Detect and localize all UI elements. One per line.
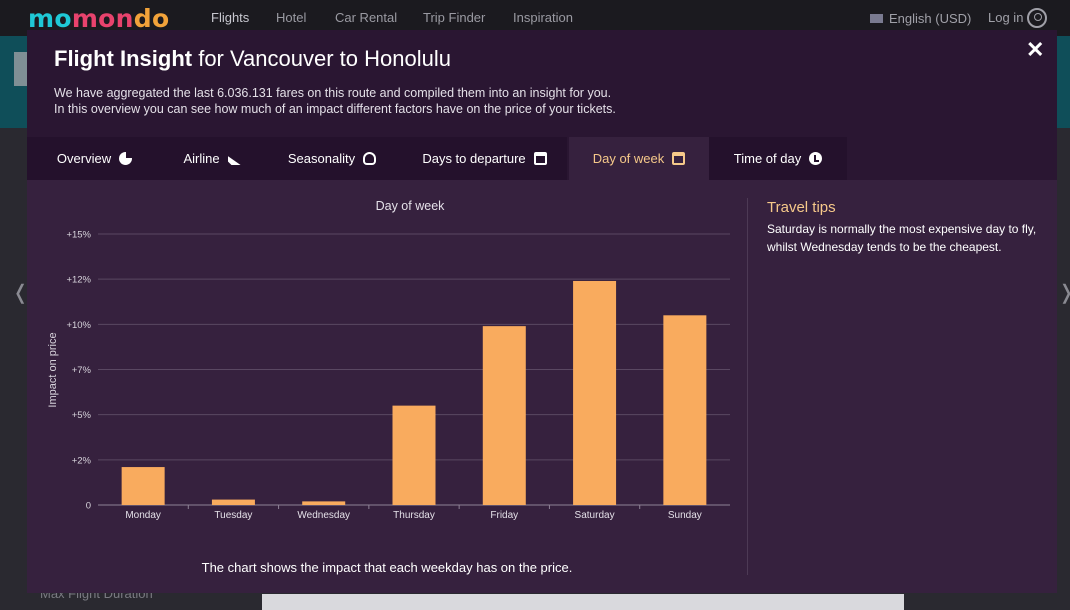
chart-title: Day of week: [376, 199, 446, 213]
tab-days-to-departure[interactable]: Days to departure: [402, 137, 567, 180]
bar-monday[interactable]: [121, 467, 165, 505]
y-tick-labels: 0 +2% +5% +7% +10% +12% +15%: [66, 230, 91, 512]
x-tick-label-thursday: Thursday: [393, 510, 435, 521]
momondo-logo[interactable]: momondo: [28, 4, 170, 33]
description-line-1: We have aggregated the last 6.036.131 fa…: [54, 86, 612, 100]
modal-description: We have aggregated the last 6.036.131 fa…: [54, 85, 616, 117]
bar-wednesday[interactable]: [302, 501, 346, 505]
flight-result-card: [262, 594, 904, 610]
language-selector[interactable]: English (USD): [870, 11, 971, 26]
flight-insight-modal: ✕ Flight Insight for Vancouver to Honolu…: [27, 30, 1057, 593]
weather-icon: [363, 152, 377, 165]
y-tick-label: 0: [86, 501, 91, 512]
tab-day-of-week-label: Day of week: [592, 151, 665, 166]
y-axis-label: Impact on price: [47, 332, 59, 407]
bar-sunday[interactable]: [663, 315, 707, 505]
bar-saturday[interactable]: [573, 280, 617, 505]
next-arrow-icon[interactable]: ❭: [1058, 280, 1070, 305]
tab-airline[interactable]: Airline: [162, 137, 262, 180]
bar-thursday[interactable]: [392, 405, 436, 505]
chart-bars: [121, 280, 707, 505]
x-tick-labels: Monday Tuesday Wednesday Thursday Friday Satu…: [125, 505, 702, 521]
x-tick-label-monday: Monday: [125, 510, 161, 521]
tab-time-of-day[interactable]: Time of day: [709, 137, 847, 180]
tab-airline-label: Airline: [183, 151, 220, 166]
title-route: for Vancouver to Honolulu: [192, 46, 451, 71]
background-block: [14, 52, 30, 86]
tab-overview-label: Overview: [56, 151, 112, 166]
x-tick-label-saturday: Saturday: [575, 510, 615, 521]
modal-title: Flight Insight for Vancouver to Honolulu: [54, 46, 451, 72]
tab-seasonality[interactable]: Seasonality: [262, 137, 402, 180]
login-button[interactable]: Log in: [988, 8, 1048, 28]
clock-icon: [809, 152, 823, 165]
calendar-icon: [533, 152, 547, 165]
y-tick-label: +5%: [72, 410, 92, 421]
tab-day-of-week[interactable]: Day of week: [569, 137, 709, 180]
day-of-week-chart: Day of week Impact on price 0 +2% +5% +7% +1…: [47, 199, 730, 521]
login-label: Log in: [988, 10, 1024, 25]
x-tick-label-friday: Friday: [490, 510, 518, 521]
nav-trip-finder[interactable]: Trip Finder: [423, 10, 486, 25]
y-tick-label: +7%: [72, 365, 92, 376]
travel-tips-text: Saturday is normally the most expensive …: [767, 222, 1037, 254]
y-tick-label: +15%: [66, 230, 91, 241]
calendar-week-icon: [672, 152, 686, 165]
x-tick-label-sunday: Sunday: [668, 510, 702, 521]
tab-days-label: Days to departure: [422, 151, 526, 166]
y-tick-label: +10%: [66, 320, 91, 331]
prev-arrow-icon[interactable]: ❬: [12, 282, 29, 304]
nav-car-rental[interactable]: Car Rental: [335, 10, 398, 25]
description-line-2: In this overview you can see how much of…: [54, 102, 616, 116]
y-tick-label: +2%: [72, 455, 92, 466]
tab-seasonality-label: Seasonality: [287, 151, 356, 166]
insight-tabs: Overview Airline Seasonality Days to dep…: [27, 137, 847, 180]
tab-time-label: Time of day: [733, 151, 802, 166]
x-tick-label-tuesday: Tuesday: [214, 510, 252, 521]
insight-content: Day of week Impact on price 0 +2% +5% +7% +1…: [27, 180, 1057, 593]
chart-caption: The chart shows the impact that each wee…: [201, 560, 573, 575]
language-label: English (USD): [889, 11, 972, 26]
bar-tuesday[interactable]: [211, 499, 255, 505]
tab-overview[interactable]: Overview: [27, 137, 162, 180]
plane-icon: [227, 155, 241, 165]
x-tick-label-wednesday: Wednesday: [297, 510, 350, 521]
nav-inspiration[interactable]: Inspiration: [513, 10, 573, 25]
y-tick-label: +12%: [66, 275, 91, 286]
travel-tips-title: Travel tips: [767, 199, 836, 216]
close-button[interactable]: ✕: [1026, 37, 1045, 62]
nav-hotel[interactable]: Hotel: [276, 10, 307, 25]
flag-icon: [870, 14, 883, 23]
content-divider: [747, 198, 748, 575]
user-icon: [1027, 8, 1048, 28]
title-bold: Flight Insight: [54, 46, 193, 71]
bar-friday[interactable]: [482, 326, 526, 505]
pie-chart-icon: [119, 152, 133, 165]
